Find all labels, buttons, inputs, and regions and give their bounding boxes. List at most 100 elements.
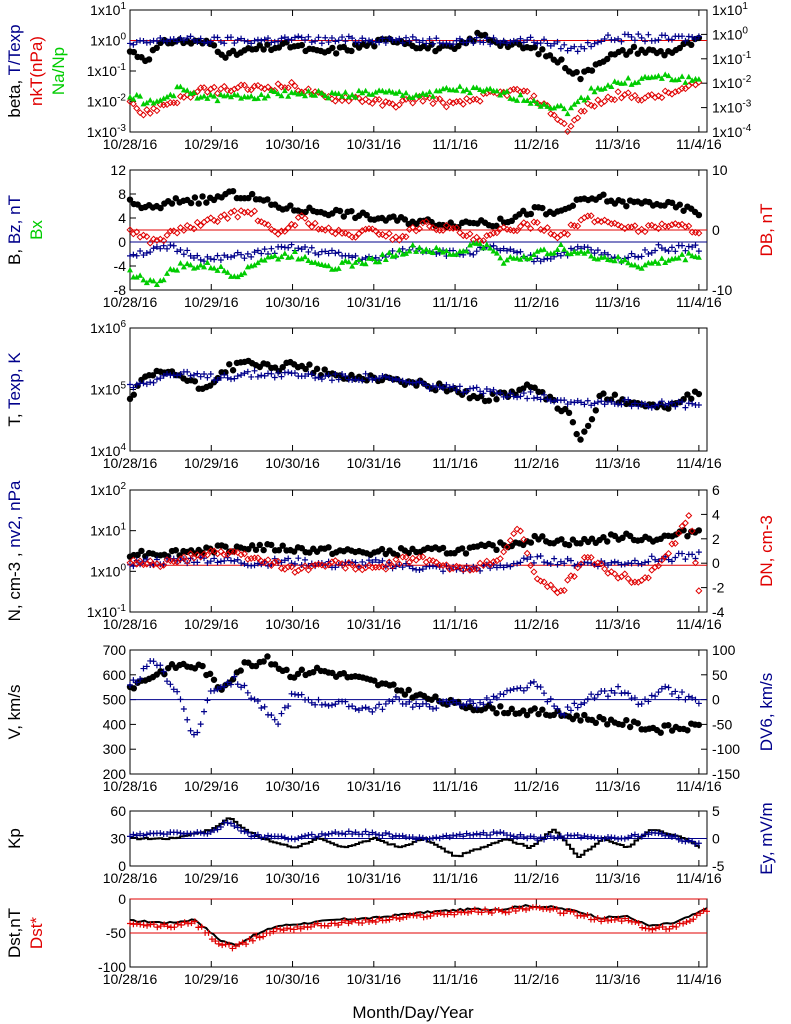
series-bz-point [241, 255, 248, 262]
series-dst-point [243, 941, 250, 948]
series-texp-point [251, 367, 258, 374]
series-db-point [301, 214, 309, 222]
series-dv6-point [473, 704, 480, 711]
series-ey-point [625, 834, 632, 841]
series-na-np-point [137, 93, 144, 99]
series-db-point [402, 233, 410, 241]
series-b-point [390, 213, 397, 220]
series-texp-point [541, 391, 548, 398]
series-nv2-point [621, 561, 628, 568]
series-dv6-point [194, 729, 201, 736]
series-bx-point [164, 270, 171, 276]
panel-temp-frame [129, 327, 708, 452]
series-t-texp-point [413, 36, 420, 43]
panel-velocity-left-tick-label: 700 [103, 642, 127, 658]
series-nv2-point [551, 555, 558, 562]
series-dst-point [294, 923, 301, 930]
series-bx-point [312, 259, 319, 265]
series-texp-point [672, 403, 679, 410]
series-db-point [385, 229, 393, 237]
series-t-texp-point [544, 40, 551, 47]
series-na-np-point [658, 75, 665, 81]
series-nkt-npa-point [584, 99, 592, 107]
series-dn-point [267, 561, 275, 569]
series-dst-point [622, 915, 629, 922]
series-dv6-point [406, 698, 413, 705]
series-t-point [611, 391, 619, 398]
series-v-point [310, 668, 317, 676]
series-na-np-point [328, 89, 335, 95]
series-nv2-point [567, 557, 574, 564]
series-t-point [313, 365, 321, 373]
series-texp-point [328, 377, 335, 384]
series-bz-point [655, 241, 662, 248]
series-bz-point [164, 245, 171, 252]
x-tick-label: 11/4/16 [676, 778, 722, 794]
series-na-np-point [315, 87, 322, 94]
series-dv6-point [160, 668, 167, 675]
series-dst-point [396, 916, 403, 923]
series-t-point [581, 428, 588, 435]
series-t-texp-point [581, 45, 588, 52]
series-bx-point [217, 263, 224, 269]
series-texp-point [497, 389, 504, 396]
x-tick-label: 11/1/16 [432, 294, 478, 310]
series-n-point [626, 532, 634, 540]
series-bz-point [190, 255, 197, 262]
series-na-np-point [372, 89, 379, 95]
series-t-texp-point [662, 32, 669, 39]
series-dn-point [671, 539, 679, 547]
series-db-point [362, 225, 370, 233]
series-dv6-point [177, 696, 184, 703]
series-beta-point [210, 42, 218, 49]
series-ey-point [140, 832, 147, 839]
panel-density-frame [129, 489, 708, 613]
series-bx-point [648, 260, 655, 266]
series-texp-point [369, 376, 376, 383]
series-dn-point [490, 558, 498, 566]
series-t-point [600, 390, 607, 397]
series-texp-point [658, 398, 665, 405]
series-t-texp-point [423, 40, 430, 47]
series-dn-point [368, 564, 376, 572]
series-dst-point [427, 912, 434, 919]
series-t-texp-point [221, 40, 228, 47]
series-dn-point [513, 525, 521, 533]
series-t-texp-point [328, 34, 335, 41]
series-dv6-point [544, 698, 551, 705]
series-dn-point [574, 564, 582, 572]
series-ey-point [440, 833, 447, 840]
panel-temp-left-tick-label: 1x104 [90, 442, 126, 459]
panel-dst-y-axis-title: Dst* [27, 917, 46, 950]
series-texp-point [382, 373, 389, 380]
x-tick-label: 10/28/16 [103, 294, 158, 310]
series-ey-point [530, 833, 537, 840]
series-bx-point [204, 259, 211, 266]
series-nv2-point [409, 565, 416, 572]
series-dv6-point [318, 701, 325, 708]
series-dv6-point [615, 683, 622, 690]
series-bx-point [137, 272, 144, 278]
series-na-np-point [160, 95, 167, 101]
series-beta-point [546, 52, 554, 59]
series-dv6-point [197, 721, 204, 728]
series-beta-point [531, 44, 538, 51]
series-texp-point [157, 375, 164, 382]
series-bz-point [557, 252, 564, 259]
series-nkt-npa-point [453, 98, 461, 106]
series-na-np-point [621, 80, 628, 86]
series-texp-point [160, 372, 167, 379]
series-texp-point [130, 384, 137, 391]
series-beta-point [539, 46, 546, 53]
series-nkt-npa-point [564, 128, 572, 136]
series-dn-point [146, 557, 154, 565]
series-b-point [676, 201, 683, 208]
series-bz-point [349, 254, 356, 261]
series-na-np-point [204, 95, 211, 101]
panel-temp-left-tick-label: 1x105 [90, 381, 126, 398]
series-dv6-point [695, 700, 702, 707]
series-t-texp-point [524, 36, 531, 43]
series-bx-point [578, 248, 585, 254]
series-bz-point [322, 248, 329, 255]
series-db-point [224, 214, 232, 222]
